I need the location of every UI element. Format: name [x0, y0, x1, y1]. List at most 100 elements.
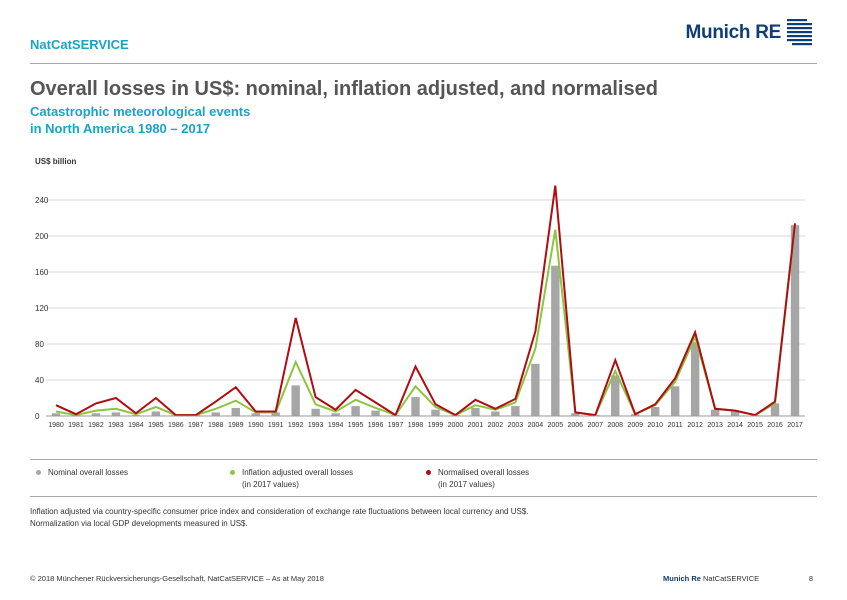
x-tick-label: 1986	[168, 422, 184, 429]
bar-nominal-1995	[351, 406, 360, 416]
bar-nominal-2008	[611, 375, 620, 416]
x-tick-label: 2015	[747, 422, 763, 429]
x-tick-label: 2014	[727, 422, 743, 429]
legend-label-normalised: Normalised overall losses	[438, 468, 530, 477]
bar-nominal-2001	[471, 407, 480, 416]
y-tick-label: 240	[35, 196, 49, 205]
x-tick-label: 2003	[508, 422, 524, 429]
bar-nominal-2002	[491, 411, 500, 416]
page-subtitle: Catastrophic meteorological events in No…	[30, 103, 250, 137]
x-tick-label: 1989	[228, 422, 244, 429]
x-tick-label: 1982	[88, 422, 104, 429]
x-tick-label: 2001	[468, 422, 484, 429]
subtitle-line-1: Catastrophic meteorological events	[30, 104, 251, 119]
legend-item-inflation: Inflation adjusted overall losses (in 20…	[230, 467, 353, 491]
bar-nominal-2004	[531, 363, 540, 416]
x-tick-label: 1994	[328, 422, 344, 429]
legend-label-inflation-sub: (in 2017 values)	[242, 480, 299, 489]
nominal-legend-marker	[36, 470, 41, 475]
y-tick-label: 40	[35, 376, 44, 385]
x-tick-label: 1985	[148, 422, 164, 429]
logo-text: Munich RE	[685, 22, 782, 43]
footer-brand-rest: NatCatSERVICE	[703, 574, 760, 583]
note-line-1: Inflation adjusted via country-specific …	[30, 507, 529, 516]
bar-nominal-2005	[551, 265, 560, 416]
bar-nominal-1982	[91, 413, 101, 416]
x-tick-label: 1991	[268, 422, 284, 429]
y-tick-label: 200	[35, 232, 49, 241]
note-line-2: Normalization via local GDP developments…	[30, 519, 248, 528]
legend-label-nominal: Nominal overall losses	[48, 468, 129, 477]
bar-nominal-2016	[770, 403, 780, 416]
legend-item-nominal: Nominal overall losses	[36, 467, 128, 479]
bar-nominal-1980	[51, 413, 61, 416]
y-tick-label: 80	[35, 340, 44, 349]
inflation-legend-marker	[230, 470, 235, 475]
x-tick-label: 1993	[308, 422, 324, 429]
x-tick-label: 1983	[108, 422, 124, 429]
x-tick-label: 2017	[787, 422, 803, 429]
munich-re-logo-icon	[787, 19, 812, 46]
x-tick-label: 2013	[707, 422, 723, 429]
bar-nominal-2017	[790, 225, 800, 416]
bar-nominal-2003	[511, 406, 520, 416]
y-tick-label: 0	[35, 412, 40, 421]
bar-nominal-1992	[291, 385, 300, 416]
x-tick-label: 2016	[767, 422, 783, 429]
header-divider	[30, 63, 817, 64]
footer-copyright: © 2018 Münchener Rückversicherungs-Gesel…	[30, 574, 324, 583]
munich-re-logo: Munich RE	[686, 18, 813, 48]
x-tick-label: 1995	[348, 422, 364, 429]
x-tick-label: 2004	[528, 422, 544, 429]
x-tick-label: 2008	[607, 422, 623, 429]
y-axis-label: US$ billion	[35, 157, 77, 166]
footer-brand-bold: Munich Re	[663, 574, 701, 583]
x-tick-label: 1996	[368, 422, 384, 429]
x-tick-label: 2006	[568, 422, 584, 429]
x-tick-label: 1988	[208, 422, 224, 429]
x-tick-label: 2005	[548, 422, 564, 429]
bar-nominal-1991	[271, 412, 280, 416]
legend-divider-top	[30, 459, 817, 460]
x-tick-label: 1990	[248, 422, 264, 429]
x-tick-label: 2007	[587, 422, 603, 429]
bar-nominal-1989	[231, 407, 240, 416]
x-tick-label: 2009	[627, 422, 643, 429]
bar-nominal-1983	[111, 412, 121, 416]
bar-nominal-2013	[710, 409, 720, 416]
legend-divider-bottom	[30, 496, 817, 497]
x-tick-label: 1999	[428, 422, 444, 429]
bar-nominal-1999	[431, 409, 440, 416]
x-tick-label: 1980	[48, 422, 64, 429]
legend-label-inflation: Inflation adjusted overall losses	[242, 468, 354, 477]
loss-chart: 0 40 80 120 160 200 240 1980 1981 1982 1983 1984 198…	[35, 185, 805, 429]
bar-nominal-2014	[730, 411, 740, 416]
x-tick-label: 2010	[647, 422, 663, 429]
bar-nominal-2012	[690, 342, 700, 416]
bar-nominal-1988	[211, 412, 220, 416]
normalised-legend-marker	[426, 470, 431, 475]
x-tick-label: 2012	[687, 422, 703, 429]
x-tick-label: 1998	[408, 422, 424, 429]
bar-nominal-1994	[331, 413, 340, 416]
bar-nominal-1993	[311, 408, 320, 416]
bar-nominal-1996	[371, 410, 380, 416]
x-tick-label: 2011	[668, 422, 683, 429]
bar-nominal-2011	[670, 386, 680, 416]
legend-label-normalised-sub: (in 2017 values)	[438, 480, 495, 489]
x-tick-label: 1984	[128, 422, 144, 429]
bar-nominal-1990	[251, 413, 260, 416]
page-title: Overall losses in US$: nominal, inflatio…	[30, 78, 658, 100]
subtitle-line-2: in North America 1980 – 2017	[30, 121, 211, 136]
bar-nominal-1998	[411, 397, 420, 416]
y-tick-label: 160	[35, 268, 49, 277]
bar-nominal-2006	[571, 413, 580, 416]
series-line-normalised	[55, 185, 796, 417]
footer-brand: Munich Re NatCatSERVICE	[663, 574, 759, 583]
legend-item-normalised: Normalised overall losses (in 2017 value…	[426, 467, 529, 491]
x-tick-label: 1987	[188, 422, 204, 429]
methodology-note: Inflation adjusted via country-specific …	[30, 506, 529, 530]
page-number: 8	[808, 574, 813, 583]
bar-nominal-2010	[651, 407, 660, 416]
x-tick-label: 2002	[488, 422, 504, 429]
